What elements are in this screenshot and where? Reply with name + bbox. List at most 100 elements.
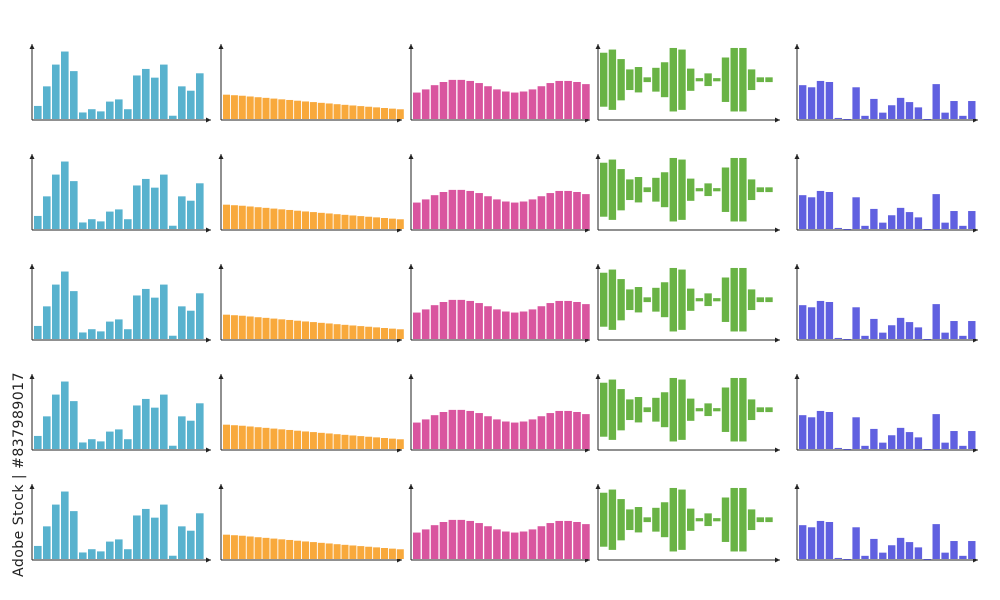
bar (302, 541, 309, 559)
bar (133, 75, 141, 119)
bar (555, 80, 563, 119)
bar (825, 522, 834, 559)
bar (879, 442, 887, 449)
bar (564, 190, 572, 229)
bar (365, 216, 373, 229)
bar (888, 215, 896, 229)
bar (475, 523, 483, 559)
bar (341, 544, 349, 559)
bar (475, 413, 483, 449)
bar (959, 335, 967, 339)
bar (349, 105, 357, 119)
bar (421, 89, 430, 119)
bar (79, 442, 87, 449)
bar (941, 552, 949, 559)
bar (79, 552, 87, 559)
bar (133, 515, 141, 559)
bar (756, 517, 764, 523)
bar (124, 439, 132, 449)
bar (396, 549, 404, 559)
bar (510, 312, 519, 339)
bar (196, 403, 204, 449)
bar (765, 77, 773, 83)
bar (357, 106, 365, 119)
bar (246, 316, 254, 339)
chart-panel-r3-c1 (29, 264, 211, 343)
bar (325, 213, 333, 229)
bar (309, 102, 317, 119)
y-axis-arrow (218, 264, 224, 269)
bar (704, 73, 712, 87)
bar (124, 329, 132, 339)
bar (852, 87, 860, 119)
bar (466, 190, 474, 229)
bar (309, 212, 317, 229)
bar (70, 291, 78, 339)
bar (278, 429, 286, 449)
bar (669, 487, 677, 552)
bar (223, 534, 230, 559)
bar (238, 95, 246, 119)
bar (816, 520, 825, 559)
bar (254, 317, 262, 339)
bar (914, 547, 923, 559)
bar (373, 327, 381, 339)
bar (388, 548, 396, 559)
bar (317, 542, 325, 559)
bar (695, 408, 704, 412)
y-axis-arrow (29, 484, 35, 489)
bar (333, 214, 341, 229)
bar (238, 315, 246, 339)
bar (430, 195, 439, 229)
bar (466, 80, 474, 119)
bar (169, 115, 177, 119)
bar (870, 538, 878, 559)
y-axis-arrow (29, 154, 35, 159)
bar (413, 312, 421, 339)
bar (564, 80, 572, 119)
bar (843, 339, 851, 340)
bar (950, 431, 958, 449)
bar (43, 306, 51, 339)
bar (106, 431, 114, 449)
bar (223, 314, 230, 339)
bar (142, 178, 150, 229)
bar (430, 415, 439, 449)
bar (608, 269, 617, 330)
bar (932, 194, 940, 229)
bar (678, 159, 686, 220)
chart-panel-r4-c5 (794, 374, 978, 453)
bar (626, 289, 634, 311)
bar (879, 112, 887, 119)
bar (617, 499, 625, 541)
bar (721, 57, 730, 102)
bar (626, 509, 634, 531)
chart-panel-r2-c4 (595, 154, 780, 233)
bar (115, 429, 123, 449)
chart-panel-r5-c1 (29, 484, 211, 563)
bar (373, 437, 381, 449)
bar (861, 445, 869, 449)
bar (223, 94, 230, 119)
bar (861, 555, 869, 559)
bar (230, 95, 238, 119)
bar (941, 112, 949, 119)
chart-panel-r1-c1 (29, 44, 211, 123)
bar (388, 218, 396, 229)
bar (870, 98, 878, 119)
bar (106, 211, 114, 229)
bar (634, 177, 643, 203)
bar (448, 519, 457, 559)
bar (660, 502, 669, 538)
bar (519, 91, 528, 119)
bar (341, 104, 349, 119)
bar (325, 103, 333, 119)
bar (475, 83, 483, 119)
bar (502, 421, 510, 449)
bar (608, 159, 617, 220)
bar (510, 532, 519, 559)
bar (721, 387, 730, 432)
bar (388, 438, 396, 449)
bar (278, 99, 286, 119)
bar (652, 507, 660, 532)
